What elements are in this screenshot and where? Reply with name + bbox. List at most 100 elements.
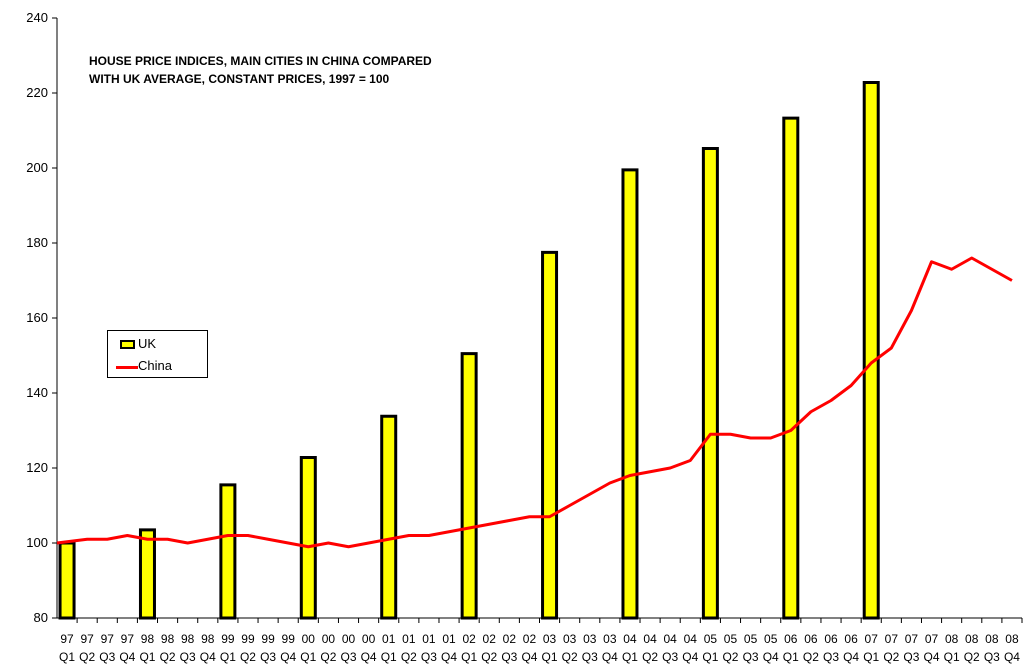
x-tick-quarter-label: Q1: [622, 650, 638, 664]
x-tick-year-label: 01: [442, 632, 456, 646]
x-tick-year-label: 99: [261, 632, 275, 646]
x-tick-year-label: 03: [563, 632, 577, 646]
x-tick-year-label: 00: [362, 632, 376, 646]
x-tick-quarter-label: Q3: [501, 650, 517, 664]
x-tick-year-label: 02: [503, 632, 517, 646]
y-tick-label: 160: [26, 310, 48, 325]
x-tick-quarter-label: Q1: [863, 650, 879, 664]
x-tick-year-label: 03: [583, 632, 597, 646]
y-tick-label: 240: [26, 10, 48, 25]
legend-uk-swatch: [120, 340, 135, 349]
y-tick-label: 180: [26, 235, 48, 250]
x-tick-quarter-label: Q4: [119, 650, 135, 664]
x-tick-year-label: 07: [905, 632, 919, 646]
x-tick-year-label: 07: [885, 632, 899, 646]
x-tick-quarter-label: Q3: [662, 650, 678, 664]
uk-bar: [219, 483, 237, 620]
uk-bar: [58, 541, 76, 620]
x-tick-year-label: 01: [402, 632, 416, 646]
x-tick-year-label: 99: [221, 632, 235, 646]
x-tick-quarter-label: Q3: [421, 650, 437, 664]
x-tick-year-label: 99: [241, 632, 255, 646]
x-tick-quarter-label: Q2: [883, 650, 899, 664]
china-line: [56, 256, 1013, 549]
uk-bar: [460, 352, 478, 620]
china-line-series: [56, 256, 1013, 549]
x-tick-quarter-label: Q2: [642, 650, 658, 664]
legend-china-label: China: [138, 358, 172, 373]
x-tick-year-label: 06: [804, 632, 818, 646]
x-tick-quarter-label: Q4: [521, 650, 537, 664]
uk-bar: [380, 414, 398, 620]
x-tick-quarter-label: Q3: [582, 650, 598, 664]
x-tick-quarter-label: Q2: [722, 650, 738, 664]
y-tick-label: 100: [26, 535, 48, 550]
x-tick-quarter-label: Q4: [200, 650, 216, 664]
x-axis: 97 Q1 97 Q2 97 Q3 97 Q4 98 Q1 98 Q2 98 Q3 98 Q4 99 Q1 99 Q2…: [57, 617, 1023, 664]
x-tick-quarter-label: Q4: [361, 650, 377, 664]
x-tick-year-label: 08: [985, 632, 999, 646]
x-tick-quarter-label: Q2: [160, 650, 176, 664]
x-tick-quarter-label: Q1: [461, 650, 477, 664]
chart-legend: UK China: [107, 330, 208, 378]
x-tick-year-label: 00: [302, 632, 316, 646]
x-tick-quarter-label: Q2: [79, 650, 95, 664]
x-tick-quarter-label: Q1: [944, 650, 960, 664]
legend-item-uk: UK: [108, 334, 207, 354]
x-tick-quarter-label: Q3: [180, 650, 196, 664]
legend-china-swatch: [116, 366, 138, 369]
x-tick-year-label: 00: [322, 632, 336, 646]
x-tick-year-label: 04: [623, 632, 637, 646]
x-tick-year-label: 03: [603, 632, 617, 646]
x-tick-year-label: 97: [60, 632, 74, 646]
uk-bars: [58, 81, 880, 620]
x-tick-year-label: 05: [744, 632, 758, 646]
uk-bar: [138, 528, 156, 620]
x-tick-year-label: 02: [462, 632, 476, 646]
x-tick-quarter-label: Q4: [843, 650, 859, 664]
chart-title-line-2: WITH UK AVERAGE, CONSTANT PRICES, 1997 =…: [89, 72, 390, 86]
x-tick-quarter-label: Q2: [401, 650, 417, 664]
y-tick-label: 80: [34, 610, 48, 625]
uk-bar: [701, 147, 719, 620]
x-tick-quarter-label: Q1: [783, 650, 799, 664]
legend-item-china: China: [108, 356, 207, 376]
x-tick-year-label: 08: [965, 632, 979, 646]
x-tick-quarter-label: Q2: [562, 650, 578, 664]
uk-bar: [621, 168, 639, 620]
uk-bar: [782, 116, 800, 620]
x-tick-quarter-label: Q2: [964, 650, 980, 664]
x-tick-quarter-label: Q3: [743, 650, 759, 664]
x-tick-quarter-label: Q1: [381, 650, 397, 664]
x-tick-year-label: 04: [643, 632, 657, 646]
y-tick-label: 120: [26, 460, 48, 475]
x-tick-quarter-label: Q1: [139, 650, 155, 664]
x-tick-quarter-label: Q3: [341, 650, 357, 664]
x-tick-quarter-label: Q3: [823, 650, 839, 664]
x-tick-quarter-label: Q3: [984, 650, 1000, 664]
x-tick-quarter-label: Q2: [481, 650, 497, 664]
x-tick-year-label: 04: [684, 632, 698, 646]
x-tick-quarter-label: Q2: [320, 650, 336, 664]
x-tick-quarter-label: Q4: [602, 650, 618, 664]
x-tick-quarter-label: Q4: [280, 650, 296, 664]
x-tick-year-label: 05: [724, 632, 738, 646]
x-tick-quarter-label: Q4: [682, 650, 698, 664]
x-tick-year-label: 02: [523, 632, 537, 646]
x-tick-year-label: 05: [764, 632, 778, 646]
x-tick-quarter-label: Q1: [220, 650, 236, 664]
uk-bar: [541, 250, 559, 620]
x-tick-year-label: 07: [925, 632, 939, 646]
x-tick-year-label: 02: [483, 632, 497, 646]
x-tick-year-label: 07: [865, 632, 879, 646]
x-tick-quarter-label: Q3: [903, 650, 919, 664]
x-tick-quarter-label: Q3: [260, 650, 276, 664]
x-tick-year-label: 00: [342, 632, 356, 646]
x-tick-quarter-label: Q4: [441, 650, 457, 664]
y-tick-label: 140: [26, 385, 48, 400]
y-tick-label: 200: [26, 160, 48, 175]
x-tick-quarter-label: Q2: [240, 650, 256, 664]
x-tick-year-label: 08: [945, 632, 959, 646]
x-tick-year-label: 08: [1005, 632, 1019, 646]
